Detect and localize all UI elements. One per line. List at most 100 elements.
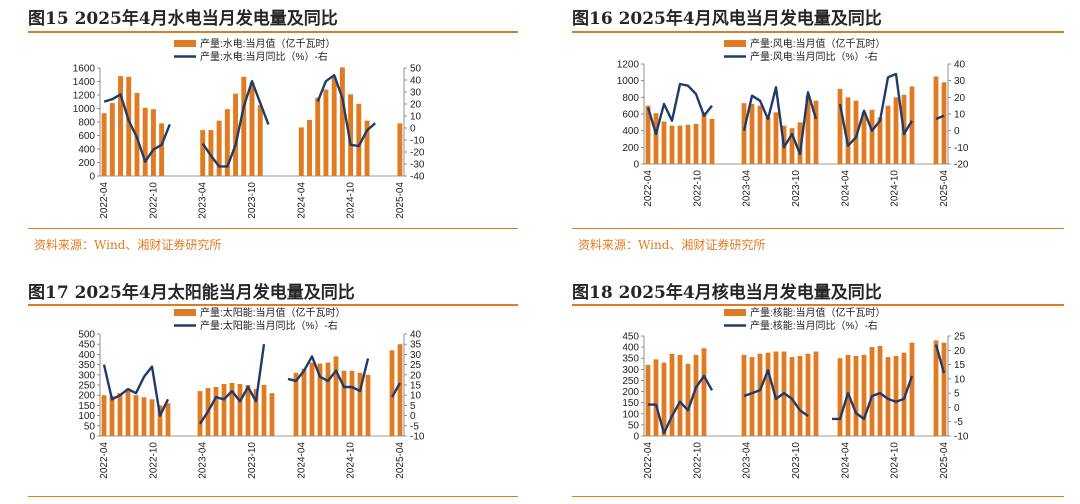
x-tick-label: 2025-04 — [395, 442, 406, 479]
bar — [349, 370, 355, 436]
right-tick-label: 25 — [954, 332, 966, 343]
x-tick-label: 2023-10 — [247, 182, 258, 219]
bar — [159, 123, 165, 176]
bar — [837, 358, 843, 436]
bar — [364, 120, 370, 176]
legend-line-label: 产量:风电:当月同比（%）-右 — [750, 50, 878, 63]
right-tick-label: 15 — [954, 360, 966, 371]
yoy-line — [201, 80, 270, 168]
yoy-line — [648, 374, 714, 435]
bar — [109, 396, 115, 436]
x-tick-label: 2023-04 — [742, 170, 753, 207]
source-rule — [28, 228, 518, 229]
right-tick-label: 40 — [410, 330, 422, 341]
left-tick-label: 300 — [622, 365, 639, 376]
bar — [741, 103, 747, 164]
bar — [877, 346, 883, 436]
bar — [757, 353, 763, 436]
bar — [765, 352, 771, 436]
chart-title: 图17 2025年4月太阳能当月发电量及同比 — [28, 283, 355, 303]
bar — [317, 363, 323, 436]
right-tick-label: 0 — [410, 124, 416, 135]
bar — [909, 342, 915, 436]
bar — [126, 76, 132, 176]
bar — [309, 362, 315, 436]
left-tick-label: 150 — [622, 398, 639, 409]
legend-bar-swatch — [724, 40, 746, 47]
bar — [356, 103, 362, 176]
chart-title: 图16 2025年4月风电当月发电量及同比 — [572, 9, 882, 29]
left-tick-label: 50 — [84, 421, 96, 432]
bar — [221, 383, 227, 436]
source-note: 资料来源：Wind、湘财证券研究所 — [578, 238, 766, 252]
left-tick-label: 600 — [78, 131, 95, 142]
bar — [216, 120, 222, 176]
yoy-line — [832, 375, 914, 421]
bar — [797, 356, 803, 436]
bar — [861, 112, 867, 164]
bar — [249, 82, 255, 176]
left-tick-label: 250 — [78, 381, 95, 392]
bar — [245, 385, 251, 436]
bar — [389, 350, 395, 436]
right-tick-label: 10 — [410, 112, 422, 123]
x-tick-label: 2023-10 — [791, 170, 802, 207]
x-tick-label: 2022-04 — [643, 442, 654, 479]
left-tick-label: 0 — [89, 172, 95, 183]
legend-line-label: 产量:核能:当月同比（%）-右 — [750, 319, 878, 332]
bar — [315, 97, 321, 176]
left-tick-label: 1200 — [73, 91, 96, 102]
x-tick-label: 2023-10 — [791, 442, 802, 479]
bar — [365, 374, 371, 436]
bar — [125, 389, 131, 436]
bar — [701, 348, 707, 436]
yoy-line — [103, 93, 171, 163]
bar — [141, 397, 147, 436]
yoy-line — [390, 382, 402, 398]
x-tick-label: 2024-10 — [346, 182, 357, 219]
right-tick-label: -10 — [954, 432, 969, 443]
right-tick-label: -30 — [410, 160, 425, 171]
bar — [645, 364, 651, 436]
bar — [653, 359, 659, 436]
legend-bar-label: 产量:核能:当月值（亿千瓦时） — [750, 306, 886, 319]
bar — [331, 76, 337, 176]
bar — [901, 352, 907, 436]
bar — [701, 112, 707, 164]
x-tick-label: 2025-04 — [939, 442, 950, 479]
left-tick-label: 0 — [633, 432, 639, 443]
left-tick-label: 1400 — [73, 77, 96, 88]
x-tick-label: 2023-10 — [247, 442, 258, 479]
yoy-line — [934, 344, 946, 374]
chart-title: 图18 2025年4月核电当月发电量及同比 — [572, 283, 882, 303]
bar — [117, 393, 123, 436]
right-tick-label: 5 — [954, 389, 960, 400]
bar — [134, 92, 140, 176]
bar — [805, 353, 811, 436]
bottom-rule — [572, 496, 1064, 497]
bar — [397, 123, 403, 176]
right-tick-label: 20 — [410, 370, 422, 381]
bar — [348, 94, 354, 176]
bar — [149, 399, 155, 436]
bar — [813, 351, 819, 436]
bar — [941, 342, 947, 436]
left-tick-label: 0 — [89, 432, 95, 443]
yoy-line — [646, 82, 713, 136]
yoy-line — [198, 344, 266, 425]
bar — [341, 370, 347, 436]
yoy-line — [102, 364, 170, 417]
bar — [685, 124, 691, 164]
x-tick-label: 2024-04 — [296, 182, 307, 219]
bar — [693, 354, 699, 436]
bar — [237, 383, 243, 436]
left-tick-label: 100 — [78, 411, 95, 422]
bar — [933, 340, 939, 436]
bar — [101, 113, 107, 176]
bar — [224, 109, 230, 176]
yoy-line — [287, 355, 370, 393]
bar — [933, 76, 939, 164]
chart-svg: 产量:太阳能:当月值（亿千瓦时）产量:太阳能:当月同比（%）-右05010015… — [78, 306, 425, 479]
x-tick-label: 2022-10 — [148, 442, 159, 479]
bar — [757, 105, 763, 164]
